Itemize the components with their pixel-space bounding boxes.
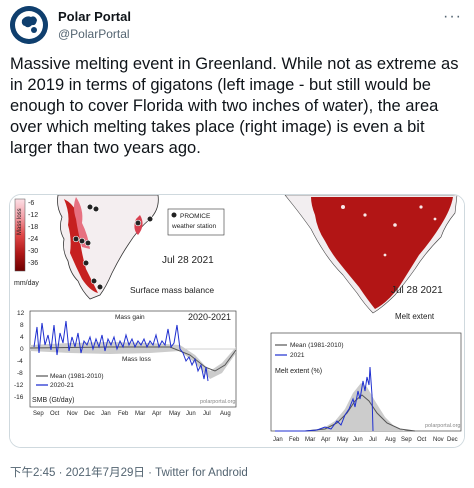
colorbar-tick: -36 <box>28 260 38 267</box>
month-tick: Jul <box>203 411 211 417</box>
melt-2021-line <box>275 366 374 432</box>
month-tick: Sep <box>33 411 44 417</box>
month-tick: May <box>169 411 180 417</box>
station-markers <box>72 203 154 291</box>
month-tick: Dec <box>84 411 95 417</box>
y-tick: -4 <box>17 358 23 365</box>
smb-2020-21-line <box>33 320 209 382</box>
month-tick: Nov <box>433 437 444 443</box>
tweet-timestamp[interactable]: 下午2:45 · 2021年7月29日 <box>10 467 145 479</box>
y-tick: 8 <box>20 322 24 329</box>
month-tick: Nov <box>67 411 78 417</box>
y-tick: -12 <box>14 382 24 389</box>
month-tick: Jun <box>186 411 196 417</box>
month-tick: Aug <box>220 411 231 417</box>
month-tick: Mar <box>305 437 315 443</box>
melt-caption: Melt extent <box>395 312 435 321</box>
colorbar-tick: -30 <box>28 248 38 255</box>
promice-label: PROMICE <box>180 213 211 220</box>
polar-globe-icon <box>10 6 48 44</box>
melt-credit: polarportal.org <box>425 423 460 429</box>
month-tick: Apr <box>152 411 161 417</box>
avatar[interactable] <box>10 6 48 44</box>
month-tick: Feb <box>118 411 129 417</box>
month-tick: Feb <box>289 437 300 443</box>
footer-separator: · <box>144 467 156 479</box>
smb-figure: Mass loss -6 -12 -18 -24 -30 -36 mm/day <box>10 195 242 447</box>
y-tick: 0 <box>20 346 24 353</box>
melt-figure: Jul 28 2021 Melt extent Mean (1981-2010)… <box>245 195 464 447</box>
colorbar-tick: -24 <box>28 236 38 243</box>
mass-loss-margin <box>64 199 98 293</box>
unmelted-patches <box>341 205 437 257</box>
mass-loss-label: Mass loss <box>122 356 152 363</box>
smb-mean-line <box>29 346 237 372</box>
month-tick: Mar <box>135 411 145 417</box>
smb-range-label: 2020-2021 <box>188 312 231 322</box>
smb-y-ticks: 12 8 4 0 -4 -8 -12 -16 <box>14 310 25 401</box>
smb-map-caption: Surface mass balance <box>130 285 214 295</box>
month-tick: Oct <box>417 437 427 443</box>
melt-legend-mean: Mean (1981-2010) <box>290 342 343 349</box>
melt-mean-line <box>304 394 416 432</box>
y-tick: -8 <box>17 370 23 377</box>
colorbar-tick: -12 <box>28 212 38 219</box>
image-divider <box>242 195 245 447</box>
month-tick: Jul <box>369 437 377 443</box>
smb-ylabel: SMB (Gt/day) <box>32 397 74 404</box>
tweet-text: Massive melting event in Greenland. Whil… <box>10 55 459 157</box>
promice-sublabel: weather station <box>171 223 216 230</box>
month-tick: Apr <box>321 437 330 443</box>
legend-mean: Mean (1981-2010) <box>50 373 103 380</box>
smb-image[interactable]: Mass loss -6 -12 -18 -24 -30 -36 mm/day <box>10 195 242 447</box>
month-tick: Jan <box>101 411 111 417</box>
smb-plot-area <box>29 310 237 408</box>
melt-extent-area <box>311 197 453 309</box>
user-handle[interactable]: @PolarPortal <box>58 27 130 41</box>
tweet-header: Polar Portal @PolarPortal ··· <box>10 6 464 46</box>
month-tick: Sep <box>401 437 412 443</box>
legend-year: 2020-21 <box>50 382 74 389</box>
smb-month-axis: Sep Oct Nov Dec Jan Feb Mar Apr May Jun … <box>33 411 231 417</box>
month-tick: Jan <box>273 437 283 443</box>
melt-ylabel: Melt extent (%) <box>275 368 322 375</box>
smb-credit: polarportal.org <box>200 399 235 405</box>
smb-date: Jul 28 2021 <box>162 255 214 266</box>
tweet-source[interactable]: Twitter for Android <box>155 467 248 479</box>
y-tick: -16 <box>14 394 24 401</box>
colorbar <box>14 198 26 272</box>
display-name[interactable]: Polar Portal <box>58 9 131 24</box>
mass-gain-label: Mass gain <box>115 314 145 321</box>
month-tick: Dec <box>447 437 458 443</box>
station-legend-marker <box>171 212 177 218</box>
melt-legend-year: 2021 <box>290 352 305 359</box>
y-tick: 4 <box>20 334 24 341</box>
melt-month-axis: Jan Feb Mar Apr May Jun Jul Aug Sep Oct … <box>273 437 458 443</box>
colorbar-tick: -6 <box>28 200 34 207</box>
media-card[interactable]: Mass loss -6 -12 -18 -24 -30 -36 mm/day <box>9 194 465 448</box>
colorbar-title: Mass loss <box>17 208 23 235</box>
tweet-footer: 下午2:45 · 2021年7月29日 · Twitter for Androi… <box>10 464 248 480</box>
month-tick: Oct <box>50 411 60 417</box>
melt-date: Jul 28 2021 <box>391 285 443 296</box>
month-tick: Jun <box>353 437 363 443</box>
month-tick: Aug <box>385 437 396 443</box>
more-options-icon[interactable]: ··· <box>443 8 462 25</box>
month-tick: May <box>337 437 348 443</box>
station-legend-box <box>167 208 225 236</box>
colorbar-tick: -18 <box>28 224 38 231</box>
y-tick: 12 <box>17 310 25 317</box>
colorbar-unit: mm/day <box>14 280 39 287</box>
melt-extent-image[interactable]: Jul 28 2021 Melt extent Mean (1981-2010)… <box>245 195 464 447</box>
